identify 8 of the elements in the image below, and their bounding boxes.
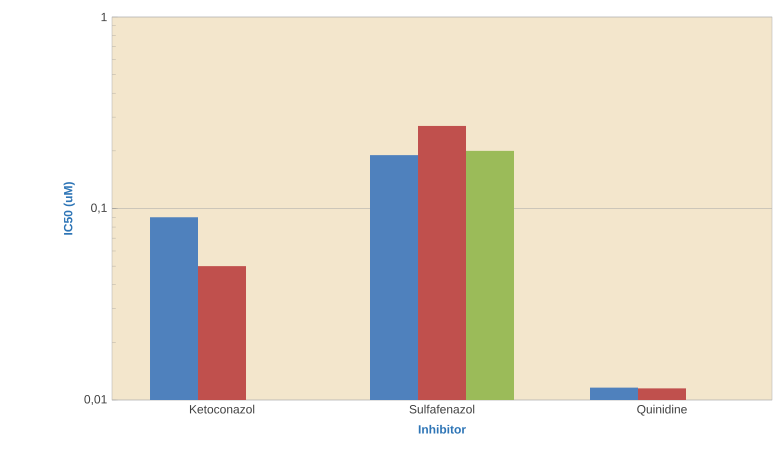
x-tick-label: Ketoconazol [190,404,254,414]
y-tick-label: 0,01 [84,395,107,405]
y-tick-label: 0,1 [91,204,107,214]
x-tick-label: Quinidine [637,404,687,416]
y-tick-label: 1 [102,12,107,22]
x-axis-title: Inhibitor [418,424,466,434]
x-tick-label: Sulfafenazol [410,404,474,414]
y-axis-title: IC50 (uM) [64,182,75,235]
